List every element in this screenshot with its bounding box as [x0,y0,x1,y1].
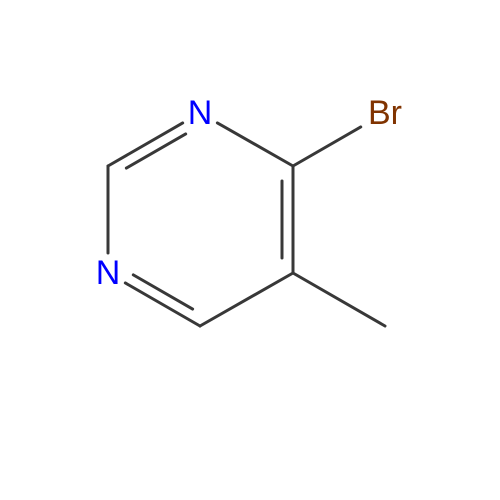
molecule-canvas: N N Br [0,0,500,500]
bond-C5-C7 [293,273,385,326]
bond-N1-C2 [108,123,183,166]
bond-N3-C4 [125,283,200,326]
atom-label-n3: N [96,254,121,292]
atom-label-n1: N [188,94,213,132]
atom-label-br: Br [368,94,402,132]
bond-C4-C5 [200,273,293,326]
bond-C6-N1 [217,123,293,166]
bond-C6-Br [293,127,361,166]
